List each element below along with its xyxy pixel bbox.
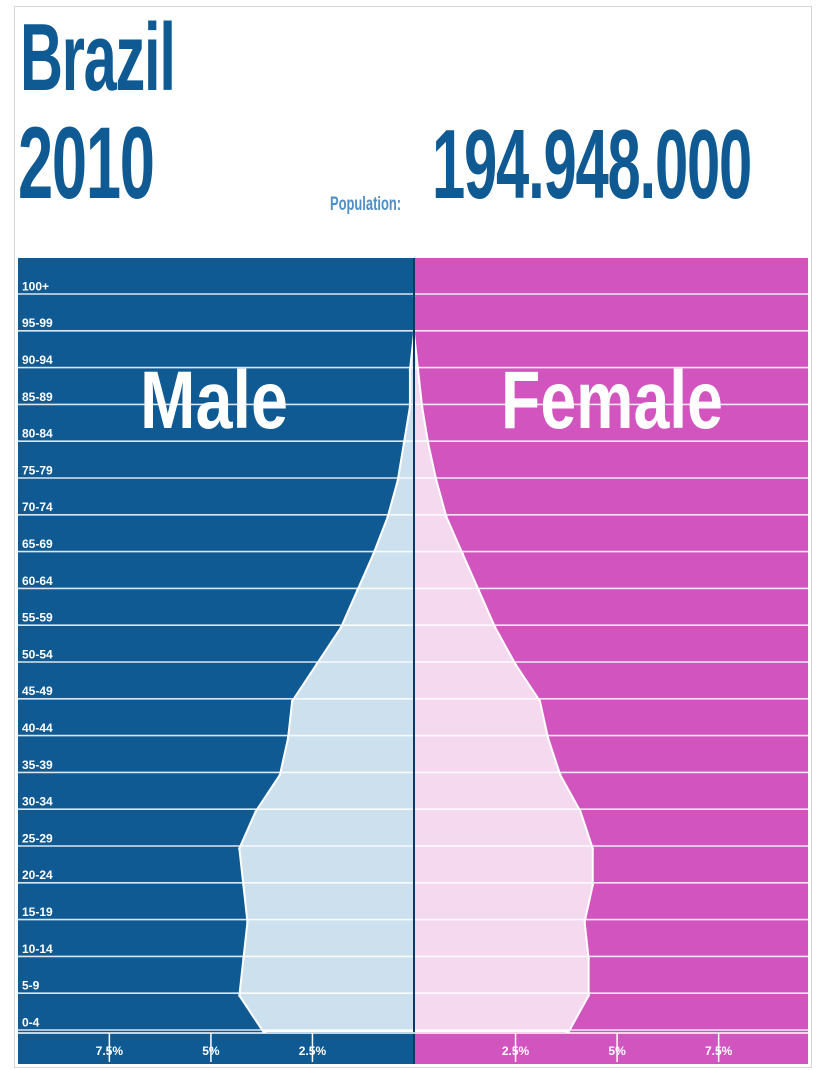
female-point-45-49 [538, 700, 542, 703]
male-point-70-74 [386, 516, 389, 519]
age-label: 65-69 [22, 537, 53, 551]
male-point-15-19 [246, 920, 249, 924]
male-point-20-24 [242, 884, 245, 887]
age-label: 75-79 [22, 463, 53, 477]
female-point-55-59 [494, 626, 497, 629]
age-label: 80-84 [22, 427, 53, 441]
age-label: 60-64 [22, 574, 53, 588]
female-point-50-54 [514, 663, 517, 666]
female-point-15-19 [583, 920, 586, 924]
female-point-65-69 [461, 552, 464, 556]
age-label: 70-74 [22, 500, 53, 514]
age-label: 20-24 [22, 868, 53, 882]
male-point-65-69 [372, 552, 375, 556]
age-label: 40-44 [22, 721, 53, 735]
male-point-90-94 [408, 368, 412, 372]
male-point-55-59 [339, 626, 343, 629]
population-value: 194.948.000 [432, 109, 752, 219]
male-point-35-39 [278, 773, 282, 776]
female-point-35-39 [559, 773, 562, 776]
male-point-40-44 [286, 736, 290, 740]
x-tick-label: 7.5% [705, 1044, 733, 1058]
female-point-20-24 [591, 884, 594, 887]
male-point-80-84 [402, 442, 406, 445]
male-point-30-34 [254, 810, 257, 813]
female-point-30-34 [579, 810, 582, 813]
age-label: 10-14 [22, 942, 53, 956]
age-label: 95-99 [22, 316, 53, 330]
age-label: 90-94 [22, 353, 53, 367]
x-tick-label: 7.5% [96, 1044, 124, 1058]
country-title: Brazil [20, 4, 176, 111]
female-point-40-44 [546, 736, 550, 740]
age-label: 25-29 [22, 831, 53, 845]
age-label: 100+ [22, 279, 49, 293]
male-point-85-89 [408, 405, 412, 408]
x-tick-label: 5% [202, 1044, 220, 1058]
female-point-60-64 [477, 589, 481, 592]
age-label: 30-34 [22, 795, 53, 809]
age-label: 55-59 [22, 611, 53, 625]
male-point-60-64 [355, 589, 359, 592]
age-label: 50-54 [22, 647, 53, 661]
x-tick-label: 2.5% [299, 1044, 327, 1058]
age-label: 0-4 [22, 1015, 40, 1029]
female-point-70-74 [445, 516, 448, 519]
male-point-5-9 [238, 994, 241, 997]
x-tick-label: 2.5% [502, 1044, 530, 1058]
age-label: 5-9 [22, 979, 40, 993]
age-label: 85-89 [22, 390, 53, 404]
age-label: 15-19 [22, 905, 53, 919]
female-point-5-9 [587, 994, 590, 997]
male-point-25-29 [238, 847, 241, 850]
year-title: 2010 [18, 106, 155, 220]
female-point-85-89 [420, 405, 424, 408]
male-side-title: Male [140, 355, 288, 446]
female-point-90-94 [416, 368, 420, 372]
population-label: Population: [330, 194, 402, 215]
female-side-title: Female [501, 355, 723, 446]
female-point-75-79 [435, 479, 438, 482]
female-point-10-14 [587, 957, 590, 960]
female-point-25-29 [591, 847, 594, 850]
male-point-45-49 [290, 700, 294, 703]
age-label: 35-39 [22, 758, 53, 772]
x-tick-label: 5% [608, 1044, 626, 1058]
male-point-50-54 [315, 663, 318, 666]
age-label: 45-49 [22, 684, 53, 698]
female-point-80-84 [427, 442, 430, 445]
male-point-75-79 [396, 479, 399, 482]
male-point-10-14 [242, 957, 245, 960]
